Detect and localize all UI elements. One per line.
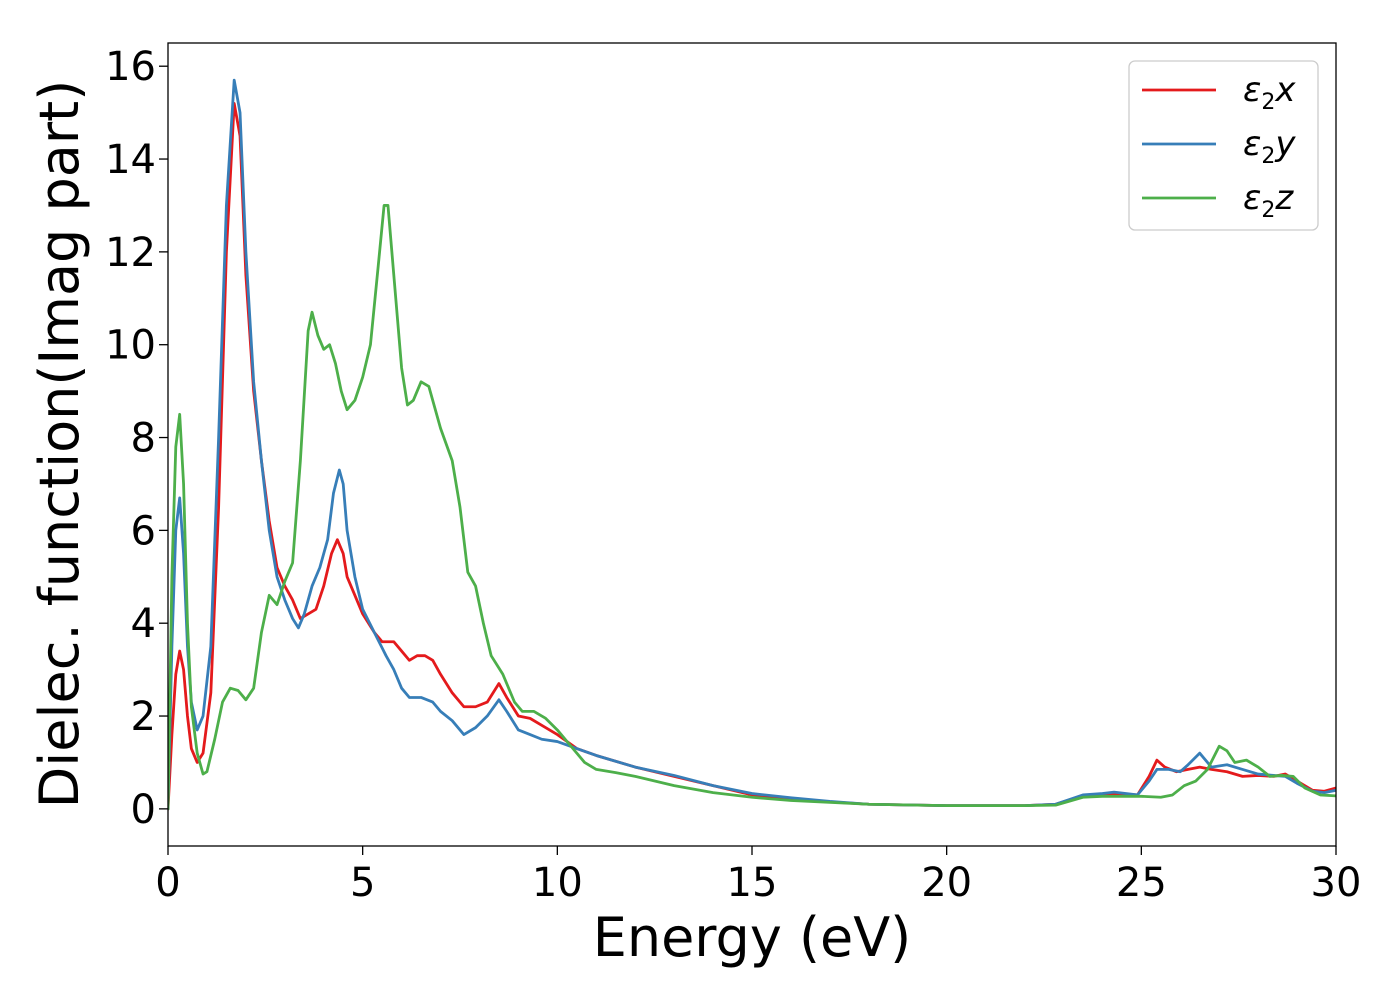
series-layer [168,78,1336,811]
y-tick-label: 6 [131,508,156,554]
y-tick-label: 4 [131,601,156,647]
x-tick-label: 30 [1311,860,1362,906]
legend: ε2x ε2y ε2z [1128,60,1319,231]
x-tick-label: 25 [1116,860,1167,906]
legend-label-x: ε2x [1243,70,1296,115]
y-tick-label: 8 [131,416,156,462]
x-tick-label: 5 [350,860,375,906]
y-tick-label: 12 [105,230,156,276]
legend-label-z: ε2z [1243,178,1294,223]
y-tick-label: 2 [131,694,156,740]
legend-box [1128,60,1319,231]
x-tick-label: 10 [532,860,583,906]
legend-label-y: ε2y [1243,124,1296,169]
y-tick-label: 16 [105,44,156,90]
x-tick-label: 0 [155,860,180,906]
y-tick-label: 0 [131,787,156,833]
y-tick-label: 10 [105,323,156,369]
x-axis-label: Energy (eV) [593,906,912,969]
x-tick-label: 20 [921,860,972,906]
y-axis: 0 2 4 6 8 10 12 14 16 [105,44,168,833]
y-tick-label: 14 [105,137,156,183]
series-line-y [168,78,1336,811]
x-tick-label: 15 [727,860,778,906]
series-line-z [168,204,1336,811]
x-axis: 0 5 10 15 20 25 30 [155,846,1361,906]
y-axis-label: Dielec. function(Imag part) [28,80,91,809]
